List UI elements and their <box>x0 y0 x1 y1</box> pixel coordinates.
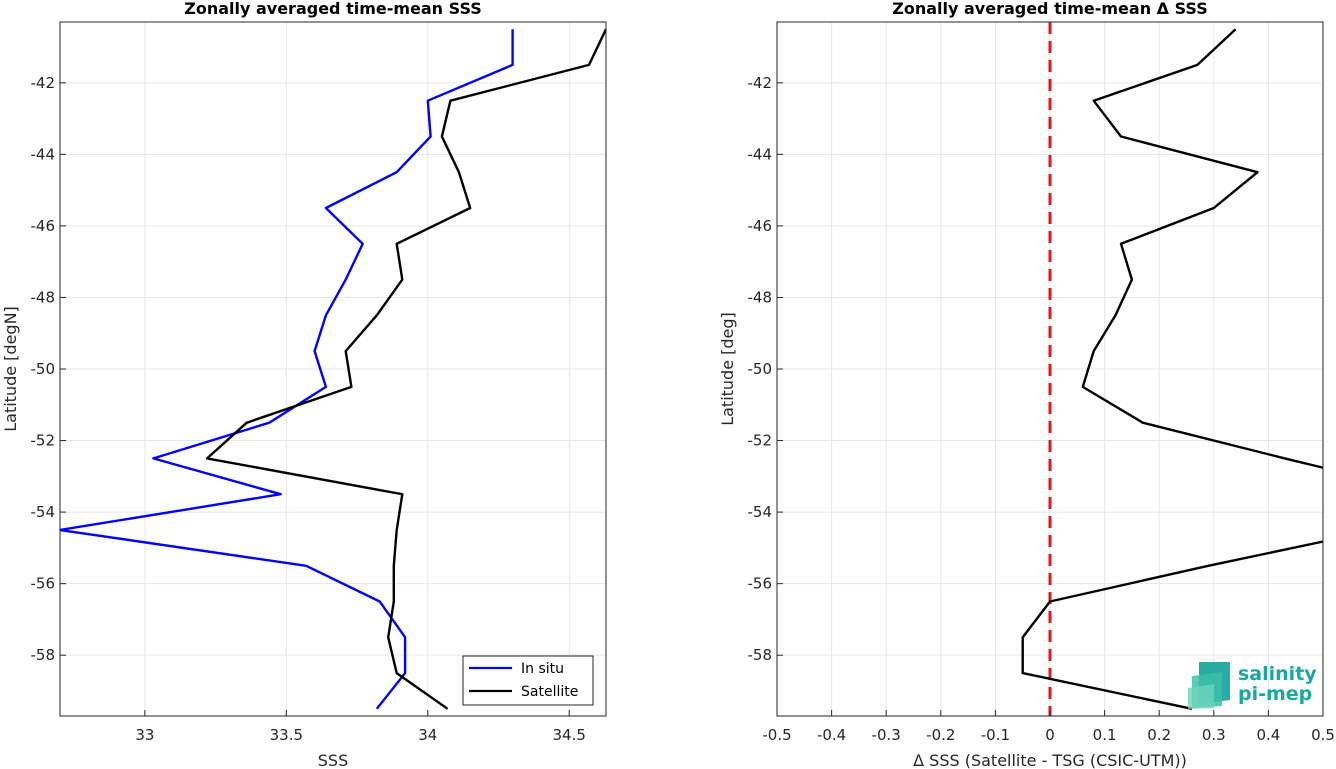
left-x-tick-label: 33.5 <box>270 726 303 744</box>
right-chart-title: Zonally averaged time-mean Δ SSS <box>892 0 1208 18</box>
right-y-tick-label: -48 <box>748 288 773 306</box>
left-y-tick-label: -48 <box>31 288 56 306</box>
right-y-tick-label: -58 <box>748 646 773 664</box>
right-x-tick-label: -0.3 <box>872 726 901 744</box>
right-x-tick-label: -0.5 <box>762 726 791 744</box>
right-x-tick-label: 0 <box>1045 726 1055 744</box>
left-y-tick-label: -58 <box>31 646 56 664</box>
left-series-line-in-situ <box>60 29 514 710</box>
left-y-tick-label: -50 <box>31 360 56 378</box>
left-series-group <box>60 28 606 710</box>
right-x-tick-label: -0.2 <box>926 726 955 744</box>
right-x-tick-label: 0.2 <box>1147 726 1171 744</box>
logo-text-pi-mep: pi-mep <box>1238 683 1312 705</box>
left-ticks: 33 33.5 34 34.5 -58 -56 -54 -52 -50 -48 -46 -44 -42 <box>31 74 586 744</box>
left-x-tick-label: 34.5 <box>553 726 586 744</box>
left-y-tick-label: -46 <box>31 217 56 235</box>
legend-label-satellite: Satellite <box>521 684 578 700</box>
left-y-axis-label: Latitude [degN] <box>1 306 20 432</box>
legend-box <box>462 655 594 706</box>
right-y-tick-label: -56 <box>748 575 773 593</box>
left-x-axis-label: SSS <box>318 751 348 769</box>
right-y-tick-label: -46 <box>748 217 773 235</box>
right-x-axis-label: Δ SSS (Satellite - TSG (CSIC-UTM)) <box>913 751 1187 769</box>
right-x-tick-label: 0.1 <box>1093 726 1117 744</box>
left-y-tick-label: -42 <box>31 74 56 92</box>
left-y-tick-label: -54 <box>31 503 56 521</box>
legend: In situ Satellite <box>462 655 594 706</box>
legend-label-in-situ: In situ <box>521 661 564 677</box>
right-series-line-series-0 <box>1021 28 1323 710</box>
right-y-tick-label: -50 <box>748 360 773 378</box>
right-ticks: -0.5 -0.4 -0.3 -0.2 -0.1 0 0.1 0.2 0.3 0.4 0.5 -58 -… <box>748 74 1335 744</box>
left-panel: 33 33.5 34 34.5-58-56-54-52-50-48-46-44-42 … <box>1 0 607 769</box>
left-x-tick-label: 33 <box>135 726 154 744</box>
logo-text-salinity: salinity <box>1238 663 1317 685</box>
left-grid <box>60 22 606 716</box>
right-series-group <box>1021 22 1323 716</box>
right-y-tick-label: -54 <box>748 503 773 521</box>
right-y-tick-label: -44 <box>748 145 773 163</box>
right-x-tick-label: 0.4 <box>1256 726 1280 744</box>
salinity-pi-mep-logo: salinity pi-mep <box>1188 662 1317 709</box>
right-y-tick-label: -42 <box>748 74 773 92</box>
left-chart-title: Zonally averaged time-mean SSS <box>184 0 482 18</box>
left-y-tick-label: -52 <box>31 432 56 450</box>
right-x-tick-label: -0.4 <box>817 726 846 744</box>
right-y-axis-label: Latitude [deg] <box>718 312 737 426</box>
left-y-tick-label: -56 <box>31 575 56 593</box>
right-x-tick-label: -0.1 <box>981 726 1010 744</box>
right-x-tick-label: 0.5 <box>1311 726 1335 744</box>
right-panel: -0.5 -0.4 -0.3 -0.2 -0.1 0 0.1 0.2 0.3 0.4 0.5 -58 -… <box>718 0 1335 769</box>
left-y-tick-label: -44 <box>31 145 56 163</box>
right-x-tick-label: 0.3 <box>1202 726 1226 744</box>
right-y-tick-label: -52 <box>748 432 773 450</box>
left-x-tick-label: 34 <box>418 726 437 744</box>
left-series-line-satellite <box>205 28 606 710</box>
logo-mark-icon <box>1188 662 1230 709</box>
